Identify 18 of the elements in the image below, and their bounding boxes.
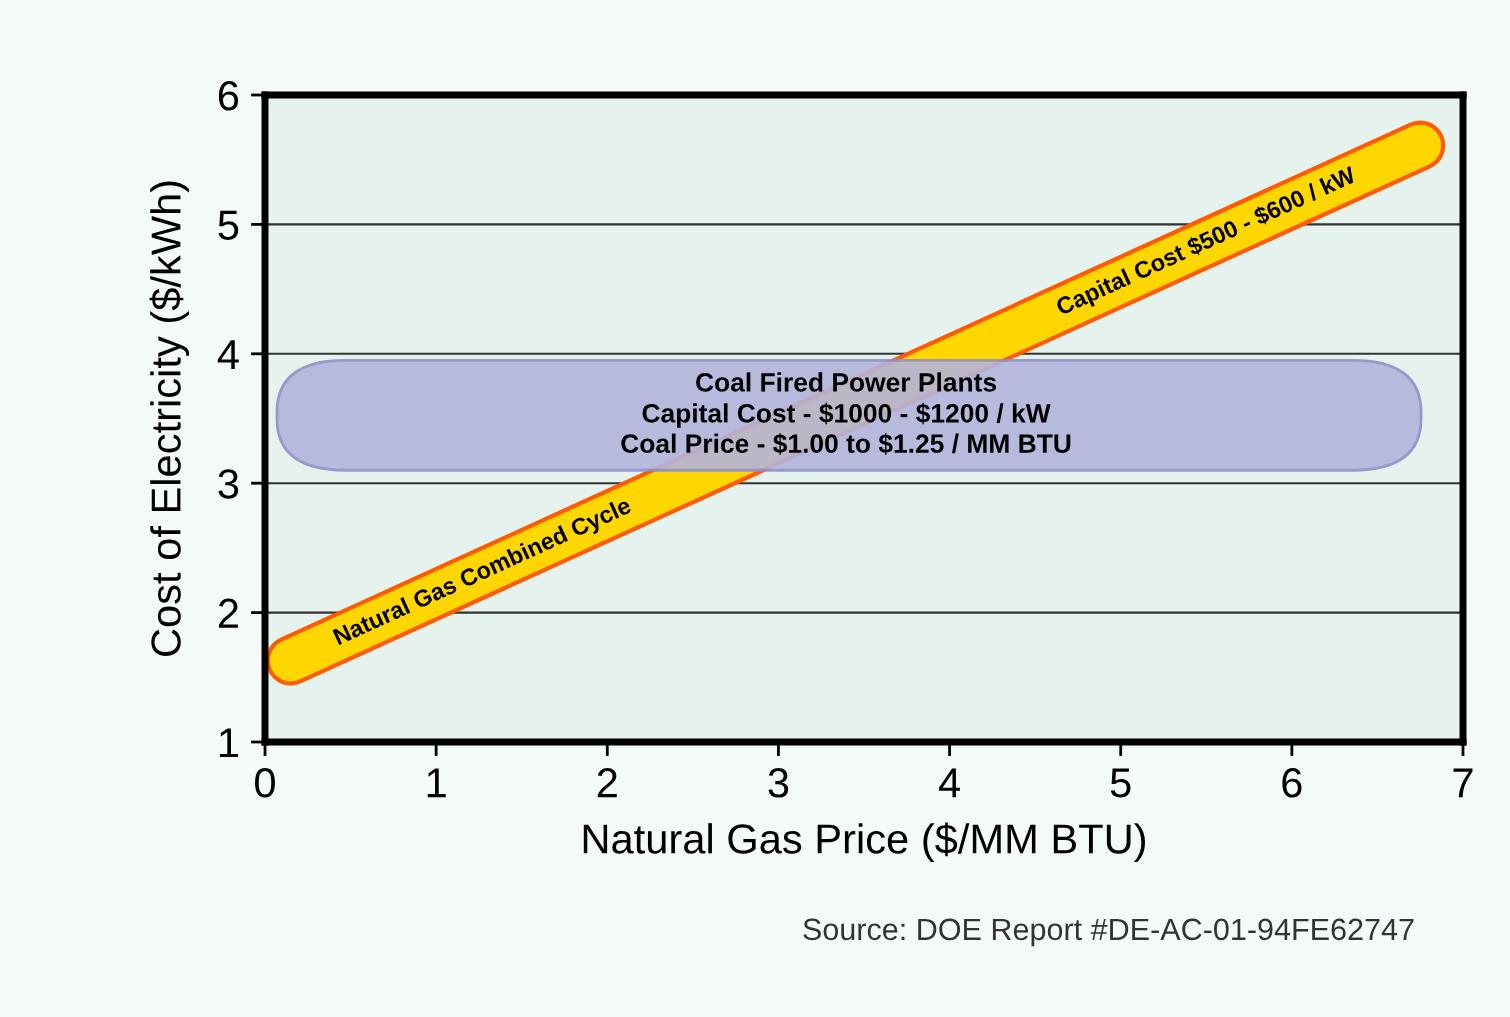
x-tick-label: 6 <box>1282 768 1302 798</box>
x-tick-label: 2 <box>597 768 617 798</box>
x-tick-label: 4 <box>938 768 960 798</box>
y-tick-label: 3 <box>218 469 239 499</box>
x-tick-label: 1 <box>427 768 446 798</box>
y-axis-title: Cost of Electricity ($/kWh) <box>149 181 190 656</box>
x-tick-label: 7 <box>1453 768 1473 798</box>
y-tick-label: 6 <box>218 81 239 111</box>
y-tick-label: 1 <box>220 728 238 758</box>
y-tick-label: 4 <box>217 340 239 369</box>
band-label: Coal Fired Power Plants Capital Cost - $1000 - $1200 / kW Coal Price - $1.00 to $1.25 / MM BTU <box>621 372 1071 455</box>
y-tick-label: 5 <box>218 210 239 240</box>
x-axis-title: Natural Gas Price ($/MM BTU) <box>583 822 1146 862</box>
x-tick-label: 0 <box>255 768 275 798</box>
y-tick-label: 2 <box>218 598 238 628</box>
source-note: Source: DOE Report #DE-AC-01-94FE62747 <box>803 918 1414 947</box>
x-tick-label: 3 <box>768 768 789 798</box>
x-tick-label: 5 <box>1110 768 1131 798</box>
